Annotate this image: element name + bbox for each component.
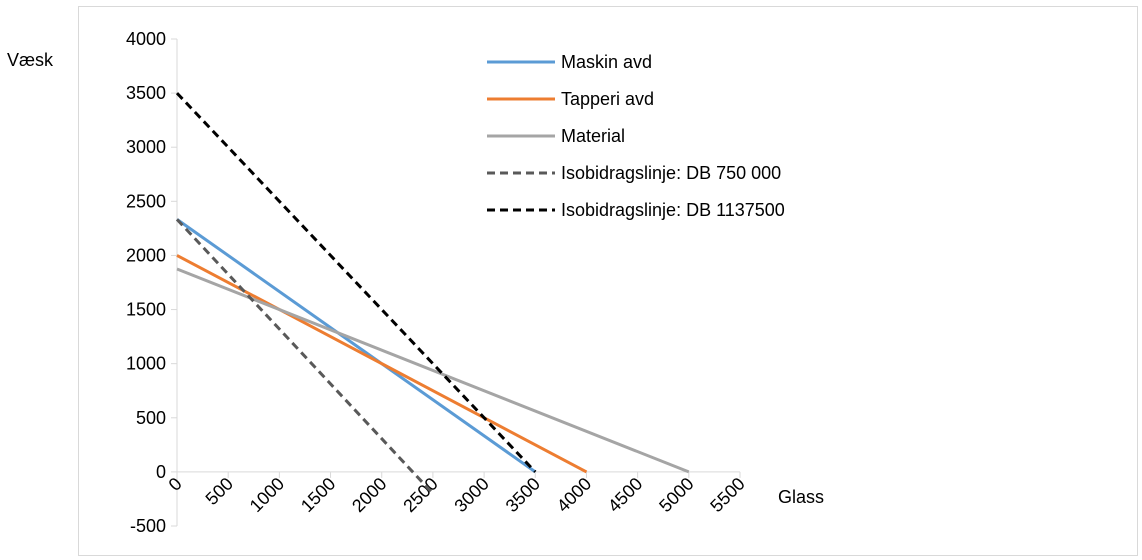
legend-label: Isobidragslinje: DB 750 000 [561,163,781,183]
series-layer [175,92,690,495]
y-tick-label: 3500 [126,83,166,103]
legend-label: Material [561,126,625,146]
legend: Maskin avd Tapperi avd Material Isobidragsl… [487,52,785,220]
series-line-tapperi-avd [176,254,588,474]
series-line-isobidragslinje-db-1137500 [175,92,537,473]
x-axis-title: Glass [778,487,824,507]
x-tick-label: 2000 [348,474,390,516]
legend-label: Maskin avd [561,52,652,72]
y-tick-label: 3000 [126,137,166,157]
y-axis-title: Væsk [7,50,54,70]
x-tick-label: 4000 [553,474,595,516]
y-tick-label: -500 [130,516,166,536]
y-tick-label: 4000 [126,29,166,49]
series-line-isobidragslinje-db-750-000 [175,218,434,495]
x-tick-label: 1000 [246,474,288,516]
y-tick-label: 0 [156,462,166,482]
y-tick-label: 1000 [126,354,166,374]
x-tick-label: 1500 [297,474,339,516]
y-tick-label: 500 [136,408,166,428]
y-tick-label: 2500 [126,191,166,211]
series-line-material [176,267,690,474]
x-tick-label: 0 [165,474,186,495]
x-tick-label: 4500 [604,474,646,516]
x-tick-label: 500 [202,474,237,509]
x-tick-label: 5000 [655,474,697,516]
chart-area [78,6,1138,556]
series-line-maskin-avd [176,218,537,474]
x-tick-label: 3000 [450,474,492,516]
legend-label: Tapperi avd [561,89,654,109]
y-tick-label: 2000 [126,245,166,265]
y-tick-label: 1500 [126,300,166,320]
legend-label: Isobidragslinje: DB 1137500 [561,200,785,220]
x-tick-label: 3500 [502,474,544,516]
x-tick-label: 5500 [706,474,748,516]
